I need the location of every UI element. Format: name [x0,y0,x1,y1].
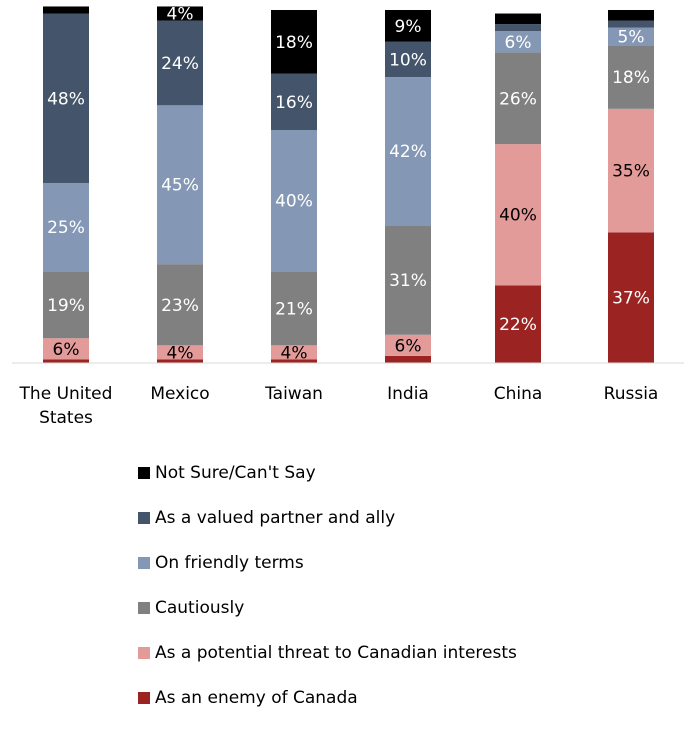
data-label: 4% [281,343,308,363]
bar-segment [43,338,89,360]
category-labels: The United States Mexico Taiwan India China Ru… [19,384,659,428]
data-label: 24% [161,54,199,74]
bar-segment [157,20,203,106]
bar-segment [495,52,541,145]
bar-segment [608,10,654,21]
legend-item: As a valued partner and ally [138,507,517,529]
data-label: 19% [47,296,85,316]
data-label: 40% [275,192,313,212]
category-label: China [494,384,543,404]
legend-label: On friendly terms [155,553,304,573]
bar-segment [495,13,541,25]
data-label: 9% [395,17,422,37]
bar-segment [157,264,203,346]
data-label: 23% [161,296,199,316]
bar-segment [495,24,541,32]
data-label: 16% [275,93,313,113]
bar-segment [43,359,89,363]
legend-swatch [138,557,150,569]
data-label: 6% [395,336,422,356]
category-label: India [387,384,429,404]
bars-group: 6% 19% 25% 48% 4% 23% 45% 24% 4% 4% 21% 40% 16% 18% 6%… [43,5,654,363]
data-label: 22% [499,315,537,335]
data-label: 6% [505,33,532,53]
bar-segment [271,130,317,272]
bar-segment [271,73,317,131]
bar-segment [271,359,317,363]
data-label: 26% [499,89,537,109]
data-label: 4% [167,5,194,25]
data-label: 45% [161,176,199,196]
bar-segment [43,13,89,183]
bar-segment [385,225,431,335]
legend-item: As an enemy of Canada [138,687,517,709]
bar-segment [385,41,431,78]
data-label: 37% [612,289,650,309]
bar-segment [43,271,89,339]
category-label: Russia [604,384,659,404]
data-label: 42% [389,142,427,162]
legend-swatch [138,692,150,704]
legend-swatch [138,512,150,524]
legend-swatch [138,647,150,659]
bar-segment [385,355,431,363]
bar-segment [385,77,431,226]
bar-segment [271,271,317,346]
bar-segment [157,6,203,21]
data-label: 18% [275,33,313,53]
data-label: 48% [47,89,85,109]
bar-segment [385,10,431,42]
data-label: 35% [612,162,650,182]
data-label: 40% [499,206,537,226]
bar-segment [608,27,654,46]
legend-item: Cautiously [138,597,517,619]
bar-segment [271,345,317,360]
bar-segment [271,10,317,74]
legend-label: As a valued partner and ally [155,508,396,528]
data-label: 6% [53,340,80,360]
legend-item: As a potential threat to Canadian intere… [138,642,517,664]
bar-segment [157,345,203,360]
legend-swatch [138,602,150,614]
legend: Not Sure/Can't Say As a valued partner an… [138,462,517,732]
bar-segment [608,108,654,233]
data-label: 4% [167,343,194,363]
bar-segment [157,105,203,265]
legend-item: Not Sure/Can't Say [138,462,517,484]
bar-segment [43,182,89,272]
bar-segment [43,6,89,14]
legend-swatch [138,467,150,479]
stacked-bar-chart: 6% 19% 25% 48% 4% 23% 45% 24% 4% 4% 21% 40% 16% 18% 6%… [12,5,684,428]
bar-segment [495,285,541,363]
data-label: 25% [47,218,85,238]
bar-segment [385,334,431,356]
data-label: 31% [389,271,427,291]
bar-segment [495,144,541,286]
legend-label: As an enemy of Canada [155,688,358,708]
data-label: 18% [612,68,650,88]
bar-segment [157,359,203,363]
category-label: Taiwan [264,384,323,404]
bar-segment [495,31,541,53]
data-label: 10% [389,50,427,70]
data-label: 5% [618,27,645,47]
legend-label: Cautiously [155,598,245,618]
bar-segment [608,45,654,109]
legend-label: Not Sure/Can't Say [155,463,316,483]
legend-item: On friendly terms [138,552,517,574]
data-label: 21% [275,299,313,319]
category-label: Mexico [150,384,209,404]
bar-segment [608,20,654,28]
category-label: The United States [19,384,113,428]
legend-label: As a potential threat to Canadian intere… [155,643,517,663]
bar-segment [608,232,654,363]
